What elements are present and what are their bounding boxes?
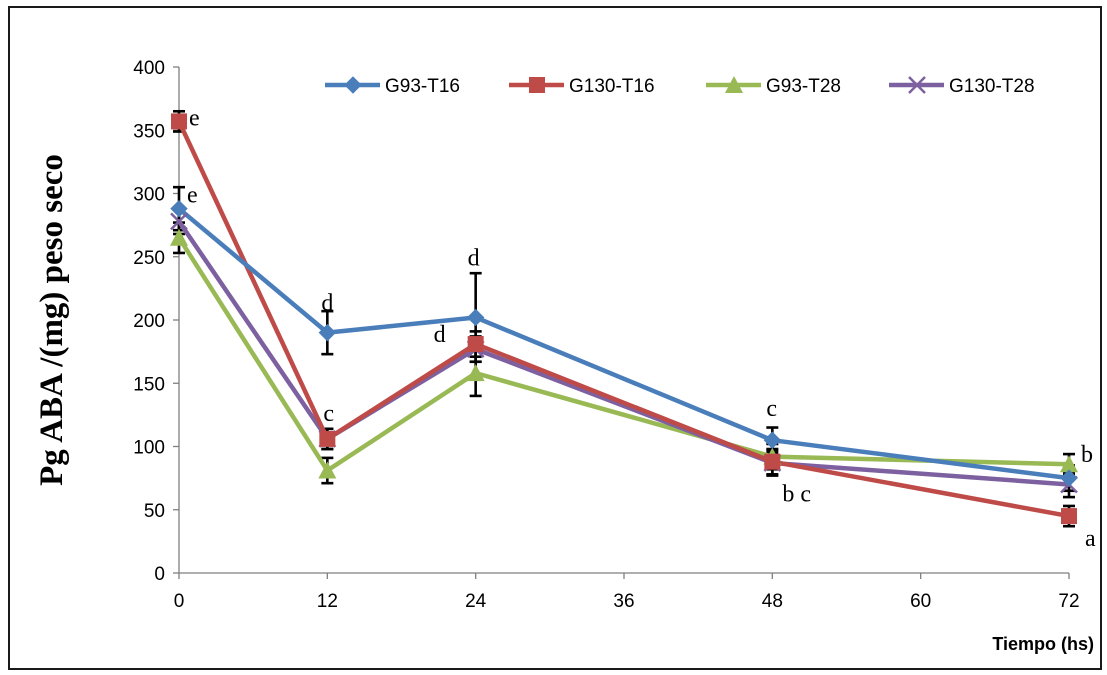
data-point-g130-t28 [170, 212, 188, 231]
annotation-label: d [434, 322, 446, 348]
data-point-g93-t28 [318, 461, 337, 479]
legend-label: G93-T16 [385, 76, 460, 97]
x-tick-label: 48 [762, 591, 783, 612]
annotation-label: b c [782, 482, 811, 508]
data-point-g93-t16 [318, 323, 337, 342]
y-tick-label: 300 [133, 185, 165, 206]
y-tick-label: 150 [133, 374, 165, 395]
data-point-g93-t16 [1060, 469, 1078, 487]
series-line-g93-t28 [176, 235, 1072, 473]
legend: G93-T16 G130-T16 G93-T28 G130-T28 [325, 76, 1035, 97]
data-point-g130-t16 [171, 113, 187, 130]
data-point-g130-t16 [764, 453, 781, 470]
x-tick-label: 12 [317, 591, 338, 612]
y-tick-label: 0 [154, 564, 165, 585]
x-axis-label: Tiempo (hs) [992, 634, 1094, 654]
y-tick-label: 350 [133, 121, 165, 142]
y-tick-label: 250 [133, 248, 165, 269]
annotations: e e d c d d c b c b a [187, 105, 1096, 552]
data-point-g130-t16 [1061, 508, 1077, 525]
marker-stroke [170, 212, 188, 231]
legend-label: G130-T28 [949, 76, 1035, 97]
data-point-g130-t16 [319, 430, 336, 447]
legend-item-g130-t28: G130-T28 [889, 76, 1035, 97]
y-tick-label: 100 [133, 438, 165, 459]
y-tick-label: 200 [133, 311, 165, 332]
annotation-label: d [468, 245, 480, 271]
x-tick-label: 60 [910, 591, 931, 612]
data-point-g93-t16 [170, 199, 188, 218]
y-axis-label: Pg ABA /(mg) peso seco [34, 154, 70, 486]
legend-swatch-marker [529, 77, 545, 93]
data-point-g93-t16 [466, 308, 485, 327]
annotation-label: a [1085, 526, 1096, 552]
series-markers [170, 113, 1078, 525]
legend-label: G93-T28 [766, 76, 841, 97]
annotation-label: e [189, 105, 200, 131]
data-point-g93-t28 [170, 228, 188, 246]
legend-swatch-marker [908, 76, 926, 94]
annotation-label: b [1081, 442, 1093, 468]
annotation-label: d [321, 291, 333, 317]
legend-item-g130-t16: G130-T16 [509, 76, 655, 97]
data-point-g130-t16 [467, 336, 484, 353]
annotation-label: e [187, 183, 198, 209]
legend-item-g93-t28: G93-T28 [706, 76, 841, 97]
x-tick-label: 72 [1058, 591, 1079, 612]
y-tick-label: 50 [144, 501, 165, 522]
legend-item-g93-t16: G93-T16 [325, 76, 460, 97]
annotation-label: c [323, 401, 334, 427]
data-point-g93-t28 [1060, 455, 1078, 473]
series-line-g93-t16 [176, 206, 1072, 481]
chart-frame [8, 6, 1102, 670]
data-point-g93-t28 [466, 364, 485, 382]
data-point-g93-t16 [763, 431, 782, 449]
legend-swatch-marker [344, 76, 362, 94]
legend-swatch-marker [725, 76, 743, 93]
x-tick-label: 0 [174, 591, 185, 612]
axes: 0 50 100 150 200 250 300 350 400 0 12 24 36 48 60 72 [133, 58, 1079, 612]
annotation-label: c [766, 396, 777, 422]
y-tick-label: 400 [133, 58, 165, 79]
series-lines [176, 119, 1072, 519]
legend-label: G130-T16 [569, 76, 655, 97]
x-tick-label: 36 [613, 591, 634, 612]
x-tick-label: 24 [465, 591, 487, 612]
marker-stroke [908, 76, 926, 94]
